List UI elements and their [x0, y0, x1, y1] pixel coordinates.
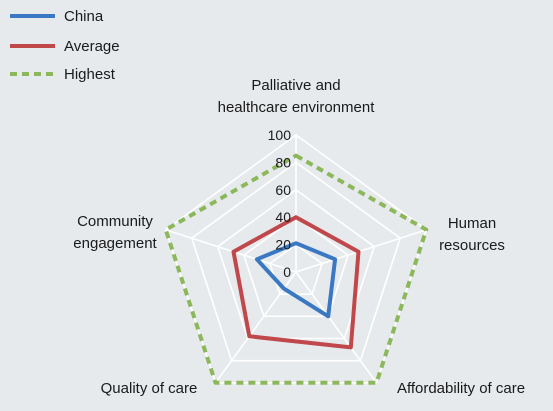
legend: China Average Highest — [10, 8, 120, 83]
series-layer — [163, 153, 429, 385]
axis-label-2: Affordability of care — [397, 380, 525, 397]
spoke-3 — [214, 271, 297, 384]
axis-label-4: Community engagement — [73, 213, 157, 252]
axis-label-1: Human resources — [439, 215, 505, 254]
tick-label-20: 20 — [275, 237, 291, 253]
series-china-polygon — [254, 241, 338, 319]
legend-label-highest: Highest — [64, 66, 116, 83]
legend-label-average: Average — [64, 38, 120, 55]
grid-ring-40 — [242, 216, 350, 318]
axis-labels: Palliative and healthcare environment Huma… — [73, 77, 525, 397]
spoke-2 — [295, 271, 378, 384]
grid-ring-100 — [164, 134, 428, 384]
tick-label-60: 60 — [275, 182, 291, 198]
legend-label-china: China — [64, 8, 104, 25]
series-average-polygon — [231, 215, 361, 350]
tick-label-80: 80 — [275, 154, 291, 170]
tick-label-0: 0 — [283, 264, 291, 280]
series-highest-polygon — [163, 153, 429, 385]
spoke-4 — [165, 228, 297, 273]
axis-label-0: Palliative and healthcare environment — [218, 77, 376, 116]
tick-label-100: 100 — [268, 127, 292, 143]
tick-label-40: 40 — [275, 209, 291, 225]
grid-ring-80 — [190, 161, 402, 362]
radar-grid — [164, 134, 428, 384]
tick-labels: 0 20 40 60 80 100 — [268, 127, 292, 280]
spoke-1 — [295, 228, 427, 273]
axis-label-3: Quality of care — [101, 380, 198, 397]
grid-ring-60 — [216, 188, 376, 340]
